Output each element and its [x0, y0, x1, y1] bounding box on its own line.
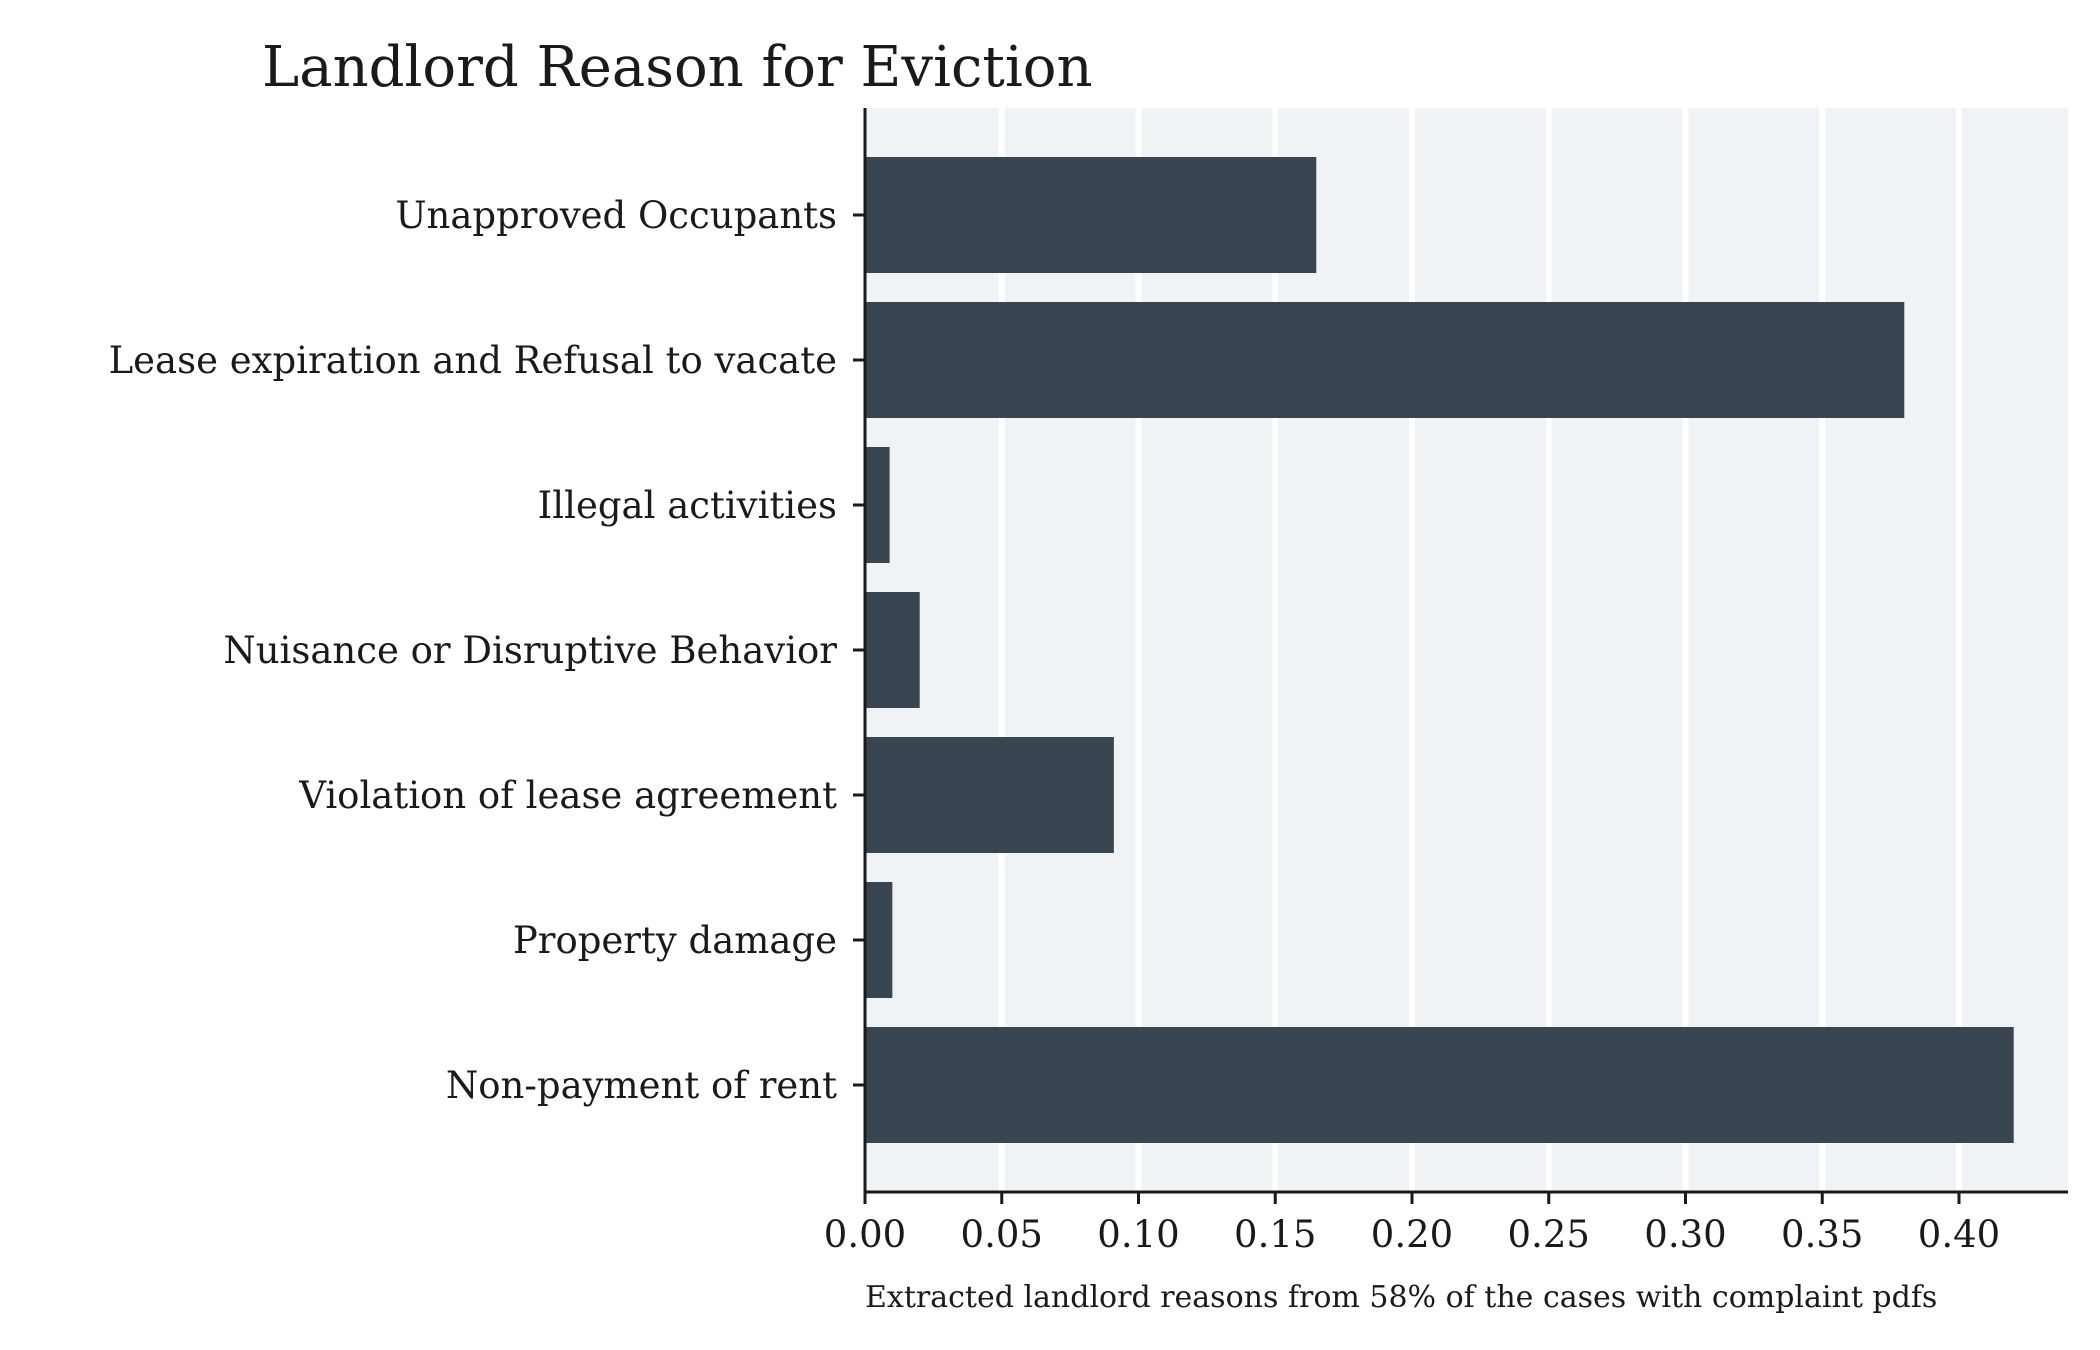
bar-4 — [865, 737, 1114, 853]
x-tick-label-5: 0.25 — [1508, 1213, 1590, 1256]
x-tick-label-0: 0.00 — [824, 1213, 906, 1256]
axes — [853, 108, 2068, 1204]
x-tick-label-2: 0.10 — [1097, 1213, 1179, 1256]
category-label-6: Non-payment of rent — [446, 1064, 837, 1107]
category-label-5: Property damage — [513, 919, 837, 962]
chart-note: Extracted landlord reasons from 58% of t… — [865, 1280, 1937, 1315]
x-tick-label-7: 0.35 — [1781, 1213, 1863, 1256]
x-tick-label-1: 0.05 — [961, 1213, 1043, 1256]
bar-3 — [865, 592, 920, 708]
category-label-2: Illegal activities — [538, 484, 837, 527]
bar-6 — [865, 1027, 2014, 1143]
category-label-3: Nuisance or Disruptive Behavior — [223, 629, 837, 672]
bar-1 — [865, 302, 1905, 418]
plot-background — [865, 108, 2068, 1192]
x-tick-label-8: 0.40 — [1918, 1213, 2000, 1256]
bar-2 — [865, 447, 890, 563]
category-label-0: Unapproved Occupants — [395, 194, 837, 237]
bar-0 — [865, 157, 1317, 273]
category-label-1: Lease expiration and Refusal to vacate — [109, 339, 837, 382]
labels: Unapproved Occupants Lease expiration and… — [109, 194, 2001, 1256]
x-tick-label-6: 0.30 — [1644, 1213, 1726, 1256]
x-tick-label-4: 0.20 — [1371, 1213, 1453, 1256]
gridlines — [998, 108, 1962, 1192]
bar-5 — [865, 882, 893, 998]
category-label-4: Violation of lease agreement — [298, 774, 837, 817]
chart-title: Landlord Reason for Eviction — [262, 35, 1093, 100]
x-tick-label-3: 0.15 — [1234, 1213, 1316, 1256]
bars — [865, 157, 2014, 1143]
